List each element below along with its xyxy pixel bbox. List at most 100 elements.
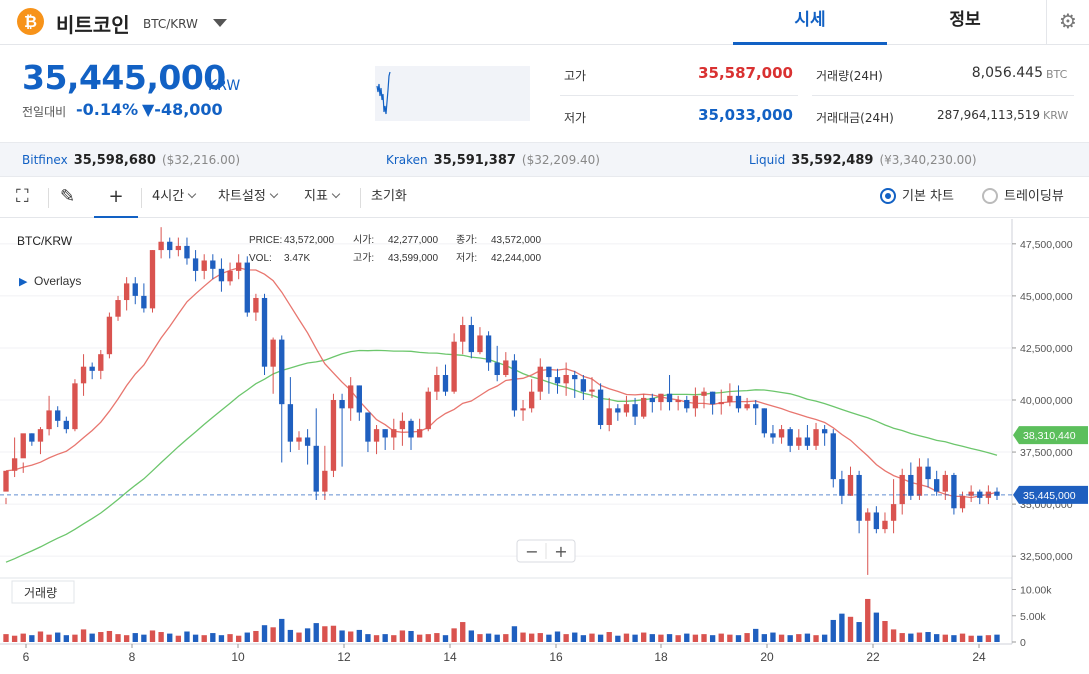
volume-bar bbox=[210, 633, 216, 642]
chart-settings-dropdown[interactable]: 차트설정 bbox=[218, 178, 279, 218]
exchange-kraken[interactable]: Kraken 35,591,387 ($32,209.40) bbox=[386, 153, 600, 168]
zoom-control: − + bbox=[516, 539, 576, 563]
candle bbox=[761, 408, 768, 434]
candle bbox=[3, 470, 9, 492]
coin-name[interactable]: 비트코인 bbox=[56, 13, 130, 37]
volume-bar bbox=[701, 634, 707, 642]
candle bbox=[856, 474, 862, 521]
candle bbox=[873, 512, 880, 530]
overlays-toggle-icon[interactable]: ▶ bbox=[19, 275, 28, 288]
candle bbox=[882, 520, 888, 530]
chevron-down-icon[interactable] bbox=[213, 19, 227, 27]
candle bbox=[416, 429, 423, 438]
volume-bar bbox=[494, 634, 500, 642]
pencil-icon[interactable]: ✎ bbox=[60, 186, 76, 207]
candle bbox=[391, 429, 397, 438]
candle bbox=[477, 335, 483, 353]
volume-bar bbox=[744, 633, 750, 642]
volume-bar bbox=[856, 622, 862, 642]
volume-bar bbox=[348, 631, 354, 642]
volume-bar bbox=[451, 628, 457, 642]
candle bbox=[709, 391, 716, 405]
volume-bar bbox=[460, 622, 466, 642]
basic-chart-radio[interactable]: 기본 차트 bbox=[880, 178, 954, 218]
legend-vol: 3.47K bbox=[284, 253, 310, 264]
overlays-toggle[interactable]: Overlays bbox=[34, 274, 81, 288]
volume-bar bbox=[175, 635, 182, 642]
volume-bar bbox=[839, 613, 845, 642]
candle bbox=[20, 433, 26, 459]
candle bbox=[98, 354, 104, 371]
legend-high: 43,599,000 bbox=[388, 253, 438, 264]
chevron-down-icon bbox=[269, 189, 279, 199]
current-price: 35,445,000 bbox=[22, 58, 226, 97]
candle bbox=[29, 433, 35, 442]
volume-bar bbox=[632, 634, 638, 642]
chart-toolbar: ⛶ ✎ + 4시간 차트설정 지표 초기화 기본 차트 트레이딩뷰 bbox=[0, 178, 1089, 218]
volume-bar bbox=[830, 619, 836, 642]
candle bbox=[37, 429, 44, 442]
candle bbox=[641, 397, 647, 417]
volume-bar bbox=[72, 634, 78, 642]
volume-bar bbox=[770, 632, 776, 642]
tradingview-radio[interactable]: 트레이딩뷰 bbox=[982, 178, 1064, 218]
reset-button[interactable]: 초기화 bbox=[371, 189, 407, 204]
candle bbox=[821, 429, 828, 434]
volume-bar bbox=[959, 633, 966, 642]
gear-icon[interactable]: ⚙ bbox=[1046, 0, 1089, 45]
candle bbox=[537, 366, 543, 392]
zoom-in-button[interactable]: + bbox=[554, 542, 567, 561]
legend-open: 42,277,000 bbox=[388, 235, 438, 246]
zoom-out-button[interactable]: − bbox=[525, 542, 538, 561]
ma-long-value-tag-text: 38,310,440 bbox=[1023, 430, 1076, 442]
volume-bar bbox=[753, 628, 759, 642]
volume-bar bbox=[692, 634, 699, 642]
volume-bar bbox=[287, 629, 294, 642]
candle bbox=[158, 241, 164, 251]
tab-quote[interactable]: 시세 bbox=[733, 0, 887, 45]
fullscreen-icon[interactable]: ⛶ bbox=[16, 186, 29, 207]
x-tick-label: 20 bbox=[760, 650, 774, 664]
x-tick-label: 10 bbox=[231, 650, 245, 664]
exchange-bitfinex[interactable]: Bitfinex 35,598,680 ($32,216.00) bbox=[22, 153, 240, 168]
candle bbox=[804, 437, 811, 446]
legend-price-label: PRICE: bbox=[249, 235, 282, 246]
legend-open-label: 시가: bbox=[353, 234, 374, 246]
volume-bar bbox=[985, 635, 992, 642]
volume-bar bbox=[149, 630, 156, 642]
candle bbox=[770, 433, 776, 438]
candle bbox=[839, 479, 845, 496]
change-label: 전일대비 bbox=[22, 105, 67, 119]
candle bbox=[778, 429, 785, 438]
candle bbox=[908, 474, 914, 496]
volume-bar bbox=[606, 632, 612, 642]
coin-pair[interactable]: BTC/KRW bbox=[143, 17, 198, 31]
volume-bar bbox=[597, 634, 604, 642]
high-price: 35,587,000 bbox=[698, 64, 793, 82]
candle bbox=[951, 474, 957, 509]
candle bbox=[528, 391, 535, 409]
volume-bar bbox=[537, 633, 543, 642]
volume-bar bbox=[813, 635, 819, 642]
volume-bar bbox=[925, 632, 931, 642]
volume-bar bbox=[365, 634, 371, 642]
volume-bar bbox=[304, 628, 311, 642]
x-tick-label: 18 bbox=[654, 650, 668, 664]
candle bbox=[261, 297, 268, 367]
exchange-liquid[interactable]: Liquid 35,592,489 (¥3,340,230.00) bbox=[749, 153, 977, 168]
candle bbox=[994, 491, 1000, 496]
candle bbox=[503, 360, 509, 376]
exchange-name: Bitfinex bbox=[22, 153, 68, 167]
crosshair-icon[interactable]: + bbox=[94, 178, 138, 218]
tab-info[interactable]: 정보 bbox=[949, 10, 981, 30]
interval-dropdown[interactable]: 4시간 bbox=[152, 178, 197, 218]
candle bbox=[830, 433, 836, 480]
tradingview-label: 트레이딩뷰 bbox=[1004, 189, 1064, 204]
indicators-dropdown[interactable]: 지표 bbox=[304, 178, 341, 218]
candle bbox=[149, 250, 156, 309]
candle bbox=[468, 325, 475, 353]
volume-bar bbox=[192, 634, 199, 642]
candlestick-chart[interactable]: 47,500,000 45,000,000 42,500,000 40,000,000… bbox=[0, 219, 1089, 674]
candle bbox=[684, 400, 690, 409]
candle bbox=[692, 395, 699, 409]
